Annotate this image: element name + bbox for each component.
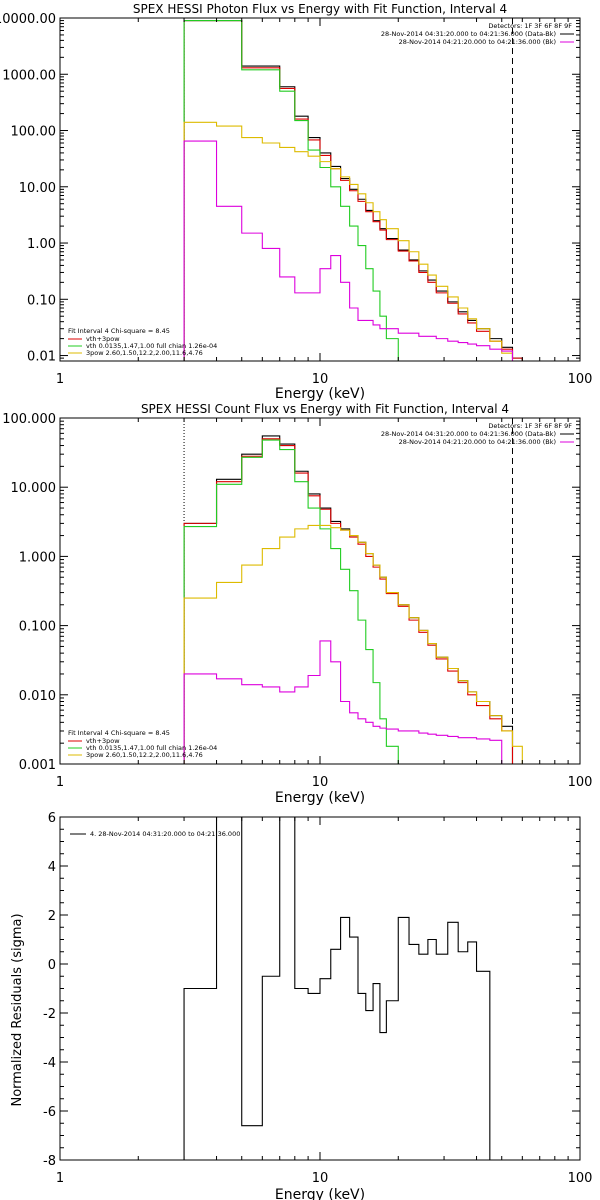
count-flux-plot-frame <box>59 417 581 765</box>
y-tick-label: 0.001 <box>19 758 56 773</box>
legend-data-interval: 28-Nov-2014 04:31:20.000 to 04:21:36.000… <box>381 30 556 38</box>
y-tick-label: -4 <box>43 1056 56 1071</box>
legend-bk-interval: 28-Nov-2014 04:21:20.000 to 04:21:36.000… <box>399 38 556 46</box>
y-tick-label: 0.010 <box>19 689 56 704</box>
count-flux-legend-bottom-left: Fit Interval 4 Chi-square = 8.45 vth+3po… <box>68 729 217 759</box>
y-tick-label: 0 <box>48 958 56 973</box>
legend-detectors: Detectors: 1F 3F 6F 8F 9F <box>488 22 572 30</box>
photon-flux-legend-top-right: Detectors: 1F 3F 6F 8F 9F 28-Nov-2014 04… <box>381 22 574 46</box>
series-4-histogram <box>183 140 523 362</box>
y-tick-label: 6 <box>48 811 56 826</box>
series-3-histogram <box>183 121 523 362</box>
count-flux-panel: SPEX HESSI Count Flux vs Energy with Fit… <box>2 402 592 806</box>
photon-flux-xlabel: Energy (keV) <box>275 386 365 402</box>
residuals-panel: Energy (keV) Normalized Residuals (sigma… <box>10 811 592 1200</box>
residuals-ylabel: Normalized Residuals (sigma) <box>10 913 25 1106</box>
legend-bk-interval: 28-Nov-2014 04:21:20.000 to 04:21:36.000… <box>399 438 556 446</box>
legend-total-label: vth+3pow <box>86 737 120 745</box>
x-tick-label: 10 <box>312 372 329 387</box>
x-tick-label: 100 <box>568 775 593 790</box>
legend-fit-chi: Fit Interval 4 Chi-square = 8.45 <box>68 327 170 335</box>
legend-fit-chi: Fit Interval 4 Chi-square = 8.45 <box>68 729 170 737</box>
photon-flux-panel: SPEX HESSI Photon Flux vs Energy with Fi… <box>0 2 592 402</box>
y-tick-label: 0.100 <box>19 620 56 635</box>
series-0-histogram <box>183 816 491 1160</box>
legend-total-label: vth+3pow <box>86 335 120 343</box>
x-tick-label: 1 <box>56 372 64 387</box>
x-tick-label: 10 <box>312 1171 329 1186</box>
y-tick-label: 100.00 <box>11 125 57 140</box>
count-flux-title: SPEX HESSI Count Flux vs Energy with Fit… <box>141 402 509 416</box>
series-2-histogram <box>183 20 410 362</box>
photon-flux-marks <box>183 18 523 362</box>
y-tick-label: 2 <box>48 909 56 924</box>
residuals-legend: 4. 28-Nov-2014 04:31:20.000 to 04:21:36.… <box>70 830 240 838</box>
residuals-xlabel: Energy (keV) <box>275 1187 365 1200</box>
series-0-histogram <box>183 20 523 361</box>
count-flux-marks <box>183 418 540 765</box>
x-tick-label: 10 <box>312 775 329 790</box>
count-flux-xlabel: Energy (keV) <box>275 790 365 806</box>
series-3-histogram <box>183 524 540 765</box>
series-1-histogram <box>183 20 523 361</box>
y-tick-label: 0.10 <box>27 293 56 308</box>
x-tick-label: 100 <box>568 1171 593 1186</box>
y-tick-label: -8 <box>43 1154 56 1169</box>
y-tick-label: 1000.00 <box>2 68 56 83</box>
y-tick-label: 10.000 <box>11 481 57 496</box>
residuals-plot-frame <box>59 816 581 1161</box>
y-tick-label: 10000.00 <box>0 12 56 27</box>
photon-flux-ticks: 1 10 100 10000.00 1000.00 100.00 10.00 1.00 0.10… <box>0 12 592 387</box>
series-4-histogram <box>183 640 513 765</box>
y-tick-label: -2 <box>43 1007 56 1022</box>
y-tick-label: 10.00 <box>19 181 56 196</box>
y-tick-label: 100.000 <box>2 412 56 427</box>
y-tick-label: 1.00 <box>27 237 56 252</box>
legend-residuals-label: 4. 28-Nov-2014 04:31:20.000 to 04:21:36.… <box>90 830 240 838</box>
photon-flux-legend-bottom-left: Fit Interval 4 Chi-square = 8.45 vth+3po… <box>68 327 217 357</box>
photon-flux-title: SPEX HESSI Photon Flux vs Energy with Fi… <box>133 2 507 16</box>
count-flux-legend-top-right: Detectors: 1F 3F 6F 8F 9F 28-Nov-2014 04… <box>381 422 574 446</box>
x-tick-label: 100 <box>568 372 593 387</box>
legend-nonthermal-label: 3pow 2.60,1.50,12.2,2.00,11.6,4.76 <box>86 751 203 759</box>
y-tick-label: 1.000 <box>19 550 56 565</box>
legend-thermal-label: vth 0.0135,1.47,1.00 full chian 1.26e-04 <box>86 744 217 752</box>
photon-flux-plot-frame <box>59 17 581 362</box>
y-tick-label: -6 <box>43 1105 56 1120</box>
residuals-marks <box>183 816 491 1160</box>
y-tick-label: 4 <box>48 860 56 875</box>
x-tick-label: 1 <box>56 775 64 790</box>
legend-nonthermal-label: 3pow 2.60,1.50,12.2,2.00,11.6,4.76 <box>86 349 203 357</box>
y-tick-label: 0.01 <box>27 350 56 365</box>
legend-thermal-label: vth 0.0135,1.47,1.00 full chian 1.26e-04 <box>86 342 217 350</box>
series-2-histogram <box>183 439 410 765</box>
series-1-histogram <box>183 438 514 764</box>
series-0-histogram <box>183 435 514 764</box>
legend-detectors: Detectors: 1F 3F 6F 8F 9F <box>488 422 572 430</box>
residuals-ticks: 1 10 100 6 4 2 0 -2 -4 -6 -8 <box>43 811 592 1186</box>
x-tick-label: 1 <box>56 1171 64 1186</box>
legend-data-interval: 28-Nov-2014 04:31:20.000 to 04:21:36.000… <box>381 430 556 438</box>
